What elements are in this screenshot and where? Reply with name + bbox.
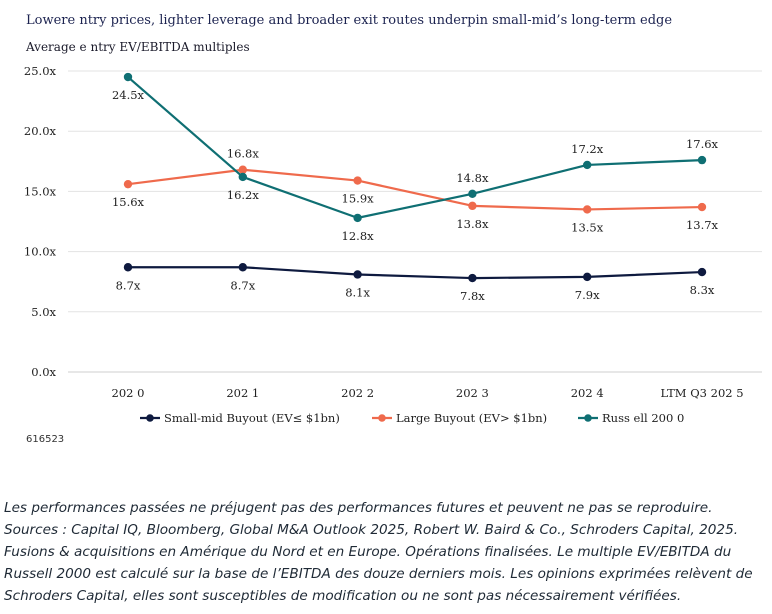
data-point	[697, 155, 707, 165]
legend-marker	[146, 414, 154, 422]
footnote-line: Fusions & acquisitions en Amérique du No…	[4, 544, 732, 560]
data-point	[353, 213, 362, 223]
data-label: 8.1x	[345, 285, 370, 299]
footnote-line: Schroders Capital, elles sont susceptibl…	[4, 588, 682, 604]
chart-code: 616523	[26, 434, 65, 445]
data-label: 8.7x	[116, 278, 141, 292]
data-label: 17.6x	[686, 137, 719, 151]
data-point	[583, 160, 592, 170]
data-point	[468, 189, 477, 199]
y-tick-label: 15.0x	[24, 184, 57, 198]
data-point	[583, 272, 592, 282]
data-label: 15.6x	[112, 195, 145, 209]
data-label: 17.2x	[571, 142, 604, 156]
x-tick-label: 202 3	[456, 386, 489, 400]
y-tick-label: 20.0x	[24, 124, 57, 138]
x-tick-label: 202 0	[112, 386, 145, 400]
data-label: 7.9x	[575, 288, 600, 302]
y-tick-label: 10.0x	[24, 245, 57, 259]
data-point	[238, 165, 247, 174]
data-label: 24.5x	[112, 88, 145, 102]
data-label: 15.9x	[342, 192, 375, 206]
series-line	[127, 168, 703, 211]
data-point	[583, 205, 592, 214]
data-point	[123, 72, 133, 82]
data-point	[353, 270, 362, 279]
chart-subtitle: Average e ntry EV/EBITDA multiples	[26, 40, 250, 54]
data-point	[697, 202, 707, 212]
data-label: 13.7x	[686, 218, 719, 232]
data-point	[468, 201, 477, 211]
data-point	[123, 179, 133, 189]
data-label: 8.7x	[230, 278, 255, 292]
data-label: 7.8x	[460, 289, 485, 303]
footnote: Les performances passées ne préjugent pa…	[4, 497, 768, 607]
y-tick-label: 5.0x	[31, 305, 56, 319]
data-point	[468, 273, 477, 283]
y-tick-label: 0.0x	[31, 365, 56, 379]
legend-label: Russ ell 200 0	[602, 411, 684, 425]
x-tick-label: 202 1	[226, 386, 259, 400]
data-label: 12.8x	[342, 229, 375, 243]
legend-marker	[378, 414, 386, 422]
data-label: 14.8x	[456, 171, 489, 185]
data-label: 13.5x	[571, 220, 604, 234]
legend-label: Large Buyout (EV> $1bn)	[396, 411, 547, 425]
data-point	[238, 263, 247, 272]
x-tick-label: LTM Q3 202 5	[660, 386, 743, 400]
line-chart: 0.0x 5.0x 10.0x 15.0x 20.0x 25.0x 202 0 202 1 20…	[24, 64, 762, 425]
data-point	[697, 267, 707, 277]
x-tick-label: 202 4	[571, 386, 604, 400]
data-point	[238, 172, 247, 182]
x-tick-label: 202 2	[341, 386, 374, 400]
data-point	[123, 263, 133, 272]
footnote-line: Sources : Capital IQ, Bloomberg, Global …	[4, 522, 739, 538]
data-label: 13.8x	[456, 217, 489, 231]
y-tick-label: 25.0x	[24, 64, 57, 78]
legend-label: Small-mid Buyout (EV≤ $1bn)	[164, 411, 340, 425]
series-line	[128, 266, 703, 280]
footnote-line: Les performances passées ne préjugent pa…	[4, 500, 713, 516]
data-label: 16.2x	[227, 188, 260, 202]
data-label: 8.3x	[690, 283, 715, 297]
series-line	[127, 76, 703, 219]
data-point	[353, 176, 362, 185]
footnote-line: Russell 2000 est calculé sur la base de …	[4, 566, 753, 582]
legend-marker	[584, 414, 592, 422]
data-label: 16.8x	[227, 147, 260, 161]
chart-title: Lowere ntry prices, lighter leverage and…	[26, 13, 673, 28]
